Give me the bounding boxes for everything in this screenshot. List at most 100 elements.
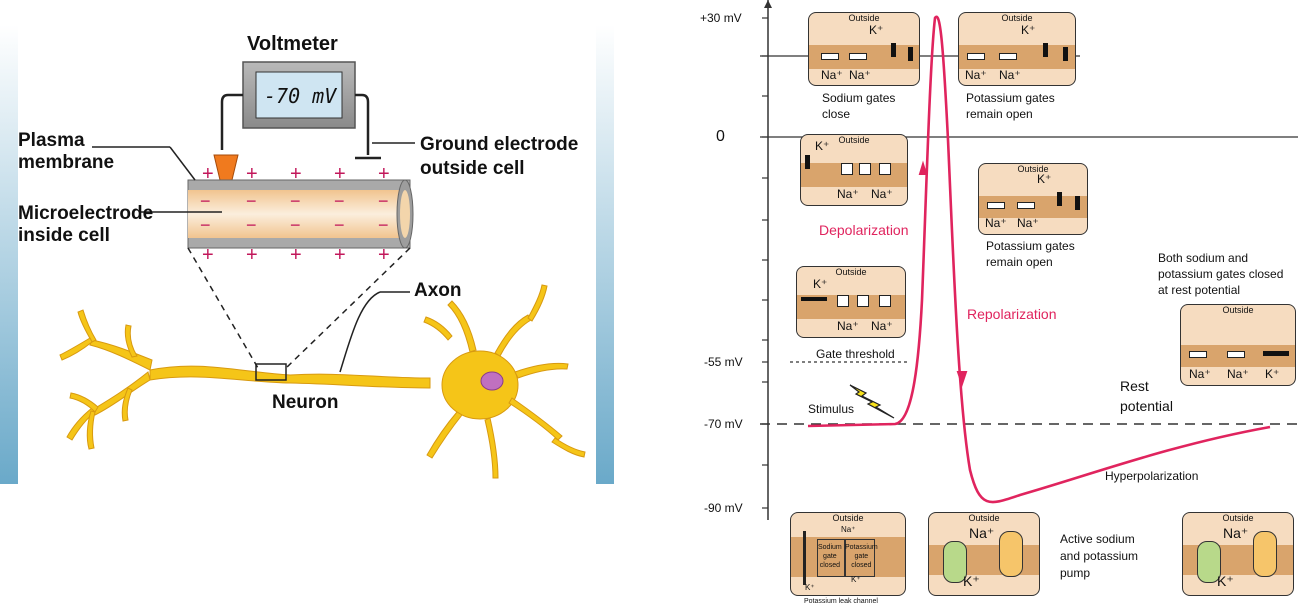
na-ion: Na⁺ (999, 68, 1021, 82)
neuron-label: Neuron (272, 392, 339, 413)
na-ion: Na⁺ (1227, 367, 1249, 381)
pump-arrow-down (1197, 541, 1221, 583)
outside-label: Outside (832, 513, 864, 523)
zoom-line-right (285, 247, 411, 369)
k-ion: K⁺ (1265, 367, 1280, 381)
label-rest-potential: Rest potential (1120, 378, 1173, 414)
potassium-gate-box (845, 539, 875, 577)
outside-label: Outside (1222, 305, 1254, 315)
repolarization-arrow (956, 371, 968, 388)
potassium-gate (1043, 43, 1048, 57)
sodium-gate (1227, 351, 1245, 358)
sodium-gate-open (879, 163, 891, 175)
neuron-drawing (59, 284, 586, 479)
potassium-gate-closed-label: Potassium gate closed (845, 544, 878, 569)
axon-tube-inner (188, 190, 406, 238)
k-ion: K⁺ (869, 23, 884, 37)
label-depolarization: Depolarization (819, 222, 909, 238)
outside-label: Outside (1017, 164, 1049, 174)
na-ion: Na⁺ (1189, 367, 1211, 381)
sodium-gate (1189, 351, 1207, 358)
k-ion: K⁺ (1037, 172, 1052, 186)
sodium-gate (987, 202, 1005, 209)
sodium-gate-open (879, 295, 891, 307)
k-ion: K⁺ (851, 575, 861, 584)
axon-tube-end-inner (400, 190, 410, 238)
minus-top-4: − (334, 191, 345, 211)
potassium-gate (1057, 192, 1062, 206)
voltmeter-reading: -70 mV (264, 84, 337, 108)
na-ion: Na⁺ (1223, 525, 1249, 541)
plus-bot-1: + (202, 244, 214, 266)
na-ion: Na⁺ (837, 319, 859, 333)
ground-wire (355, 93, 370, 155)
label-potassium-open-1: Potassium gates remain open (966, 91, 1055, 121)
inset-sodium-close: Outside K⁺ Na⁺ Na⁺ (808, 12, 920, 86)
sodium-gate (821, 53, 839, 60)
label-leak-channel: Potassium leak channel (804, 598, 878, 605)
neuron-nucleus (480, 371, 504, 391)
y-label-m90: -90 mV (704, 501, 743, 515)
leak-channel (803, 531, 806, 585)
y-label-p30: +30 mV (700, 11, 742, 25)
potassium-gate (891, 43, 896, 57)
outside-label: Outside (838, 135, 870, 145)
sodium-gate (967, 53, 985, 60)
sodium-gate (999, 53, 1017, 60)
y-axis-ticks (762, 17, 768, 509)
outside-label: Outside (1001, 13, 1033, 23)
inset-potassium-open-top: Outside K⁺ Na⁺ Na⁺ (958, 12, 1076, 86)
inset-rest: Outside Na⁺ Na⁺ K⁺ (1180, 304, 1296, 386)
action-potential-curve (807, 15, 1271, 504)
k-ion: K⁺ (815, 139, 830, 153)
minus-top-5: − (378, 191, 389, 211)
na-ion: Na⁺ (837, 187, 859, 201)
left-gradient-edge (0, 25, 18, 484)
label-hyperpolarization: Hyperpolarization (1105, 469, 1199, 483)
pump-arrow-up (1253, 531, 1277, 577)
y-label-m55: -55 mV (704, 355, 743, 369)
sodium-gate-open (859, 163, 871, 175)
potassium-gate-closed (801, 297, 827, 301)
left-diagram-svg (59, 61, 586, 479)
sodium-gate (1017, 202, 1035, 209)
y-label-m70: -70 mV (704, 417, 743, 431)
plus-top-5: + (378, 163, 390, 185)
outside-label: Outside (835, 267, 867, 277)
action-potential-graph (760, 0, 1298, 520)
label-both-closed: Both sodium and potassium gates closed at … (1158, 251, 1284, 297)
na-ion: Na⁺ (871, 319, 893, 333)
pump-arrow-up (999, 531, 1023, 577)
potassium-gate (1063, 47, 1068, 61)
sodium-gate-open (841, 163, 853, 175)
inset-pump-2: Outside Na⁺ K⁺ (1182, 512, 1294, 596)
inset-potassium-open-mid: Outside K⁺ Na⁺ Na⁺ (978, 163, 1088, 235)
plus-bot-4: + (334, 244, 346, 266)
k-ion: K⁺ (1217, 573, 1234, 589)
plus-top-2: + (246, 163, 258, 185)
plus-top-3: + (290, 163, 302, 185)
potassium-gate-closed (1263, 351, 1289, 356)
potassium-gate (1075, 196, 1080, 210)
voltmeter-screen (255, 71, 343, 119)
zoom-box (255, 363, 287, 381)
minus-bot-5: − (378, 215, 389, 235)
minus-bot-3: − (290, 215, 301, 235)
label-repolarization: Repolarization (967, 306, 1057, 322)
pump-arrow-down (943, 541, 967, 583)
label-potassium-open-2: Potassium gates remain open (986, 239, 1075, 269)
plus-top-4: + (334, 163, 346, 185)
minus-bot-4: − (334, 215, 345, 235)
leader-axon-2 (339, 291, 381, 373)
inset-depolarization: Outside K⁺ Na⁺ Na⁺ (800, 134, 908, 206)
y-label-zero: 0 (716, 128, 725, 145)
zoom-line-left (187, 247, 259, 369)
sodium-gate-closed-label: Sodium gate closed (818, 544, 842, 569)
electrode-wire (220, 93, 243, 150)
ground-electrode-label: Ground electrode outside cell (420, 134, 579, 179)
na-ion: Na⁺ (985, 216, 1007, 230)
outside-label: Outside (968, 513, 1000, 523)
voltmeter-label: Voltmeter (247, 33, 338, 55)
label-gate-threshold: Gate threshold (816, 347, 895, 361)
minus-top-3: − (290, 191, 301, 211)
